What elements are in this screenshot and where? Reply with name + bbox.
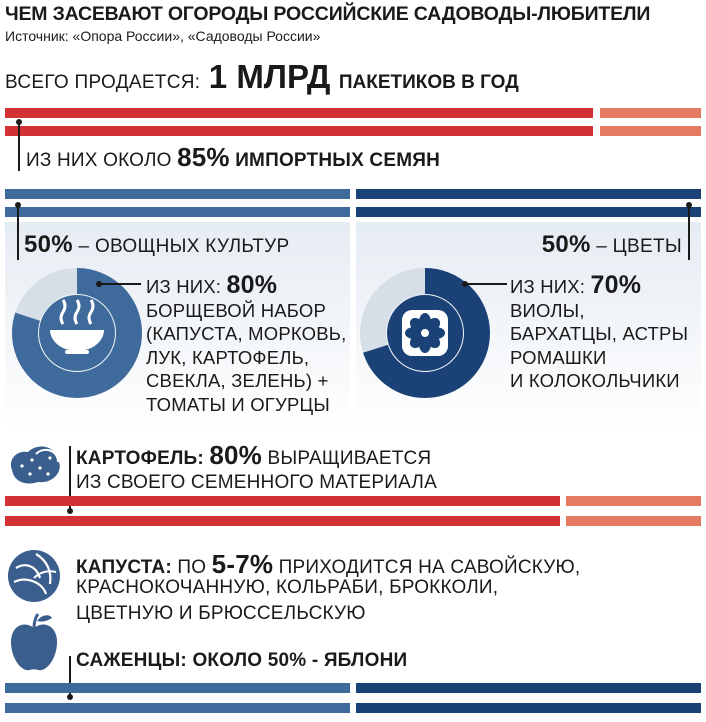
seedlings-bar-top-other (356, 683, 701, 693)
source-line: Источник: «Опора России», «Садоводы Росс… (5, 28, 321, 44)
import-text: из них около 85% импортных семян (26, 142, 440, 173)
import-bar-bottom-salmon (600, 126, 701, 136)
flowers-line-3: ромашки (510, 346, 607, 368)
split-bar-bottom-flowers (356, 207, 701, 217)
cabbage-line1-suffix: приходится на савойскую, (278, 557, 581, 578)
cabbage-line-1: Капуста: по 5-7% приходится на савойскую… (76, 549, 580, 580)
cabbage-line-3: цветную и брюссельскую (76, 603, 366, 624)
total-label: Всего продается: (5, 72, 201, 93)
cabbage-prefix: по (177, 557, 207, 578)
flowers-heading: 50% – цветы (542, 231, 682, 259)
split-bar-top-veg (5, 189, 350, 199)
veg-heading: 50% – овощных культур (24, 231, 290, 259)
seedlings-bar-top-apple (5, 683, 350, 693)
import-suffix: импортных семян (235, 150, 441, 171)
seedlings-label: Саженцы: (76, 650, 187, 671)
veg-details: из них: 80% борщевой набор (капуста, мор… (146, 271, 347, 416)
veg-line-3: лук, картофель, (146, 346, 310, 368)
veg-of-them: из них: (146, 276, 222, 297)
flowers-details: из них: 70% виолы, бархатцы, астры ромаш… (510, 271, 689, 393)
veg-label: – овощных культур (78, 236, 290, 257)
potato-bar-top-salmon (566, 496, 701, 506)
import-prefix: из них около (26, 150, 172, 171)
veg-line-5: томаты и огурцы (146, 393, 330, 415)
veg-line-2: (капуста, морковь, (146, 323, 347, 344)
import-bar-top-red (5, 108, 593, 118)
veg-donut-pointer-line (99, 283, 141, 285)
potato-bar-bottom-red (5, 516, 560, 526)
flowers-marker-line (688, 204, 690, 260)
flowers-of-them-line: из них: 70% (510, 271, 688, 299)
flowers-line-1: виолы, (510, 299, 585, 321)
seedlings-text: около 50% - яблони (192, 650, 408, 671)
cabbage-line-2: краснокочанную, кольраби, брокколи, (76, 577, 499, 598)
flowers-of-them: из них: (510, 276, 586, 297)
seedlings-line: Саженцы: около 50% - яблони (76, 650, 407, 672)
potato-icon (10, 446, 60, 484)
import-bar-bottom-red (5, 126, 593, 136)
seedlings-marker-line (69, 656, 71, 698)
veg-of-them-line: из них: 80% (146, 271, 347, 299)
veg-marker-line (17, 204, 19, 260)
potato-line-1: Картофель: 80% выращивается (76, 440, 431, 471)
potato-label: Картофель: (76, 448, 204, 469)
flower-icon (402, 310, 448, 356)
potato-bar-bottom-salmon (566, 516, 701, 526)
veg-percent: 50% (24, 231, 73, 258)
total-row: Всего продается: 1 млрд пакетиков в год (5, 58, 519, 96)
cabbage-label: Капуста: (76, 557, 172, 578)
seedlings-bar-bottom-apple (5, 703, 350, 713)
flowers-line-4: и колокольчики (510, 370, 680, 391)
apple-icon (10, 613, 58, 671)
page-title: Чем засевают огороды российские садоводы… (5, 3, 651, 25)
cabbage-icon (8, 550, 60, 602)
cabbage-percent: 5-7% (211, 549, 274, 579)
veg-line-4: свекла, зелень) + (146, 370, 329, 391)
flowers-donut-share (360, 268, 490, 398)
potato-marker-line (69, 446, 71, 512)
potato-line1-suffix: выращивается (267, 448, 432, 469)
veg-line-1: борщевой набор (146, 299, 327, 321)
potato-bar-top-red (5, 496, 560, 506)
flowers-line-2: бархатцы, астры (510, 323, 689, 344)
flowers-percent: 50% (541, 231, 591, 258)
veg-of-percent: 80% (226, 271, 278, 299)
flowers-label: – цветы (596, 236, 682, 257)
seedlings-bar-bottom-other (356, 703, 701, 713)
import-percent: 85% (177, 142, 230, 172)
flowers-donut-chart (360, 268, 490, 398)
split-bar-bottom-veg (5, 207, 350, 217)
import-bar-top-salmon (600, 108, 701, 118)
flowers-donut-pointer-line (465, 283, 507, 285)
potato-percent: 80% (209, 440, 262, 470)
split-bar-top-flowers (356, 189, 701, 199)
flowers-of-percent: 70% (590, 271, 642, 299)
potato-line-2: из своего семенного материала (76, 472, 437, 493)
total-value: 1 млрд (208, 58, 331, 95)
soup-bowl-icon (50, 299, 104, 354)
veg-donut-share (12, 268, 142, 398)
total-suffix: пакетиков в год (338, 72, 519, 93)
veg-donut-chart (12, 268, 142, 398)
import-marker-line (18, 121, 20, 171)
